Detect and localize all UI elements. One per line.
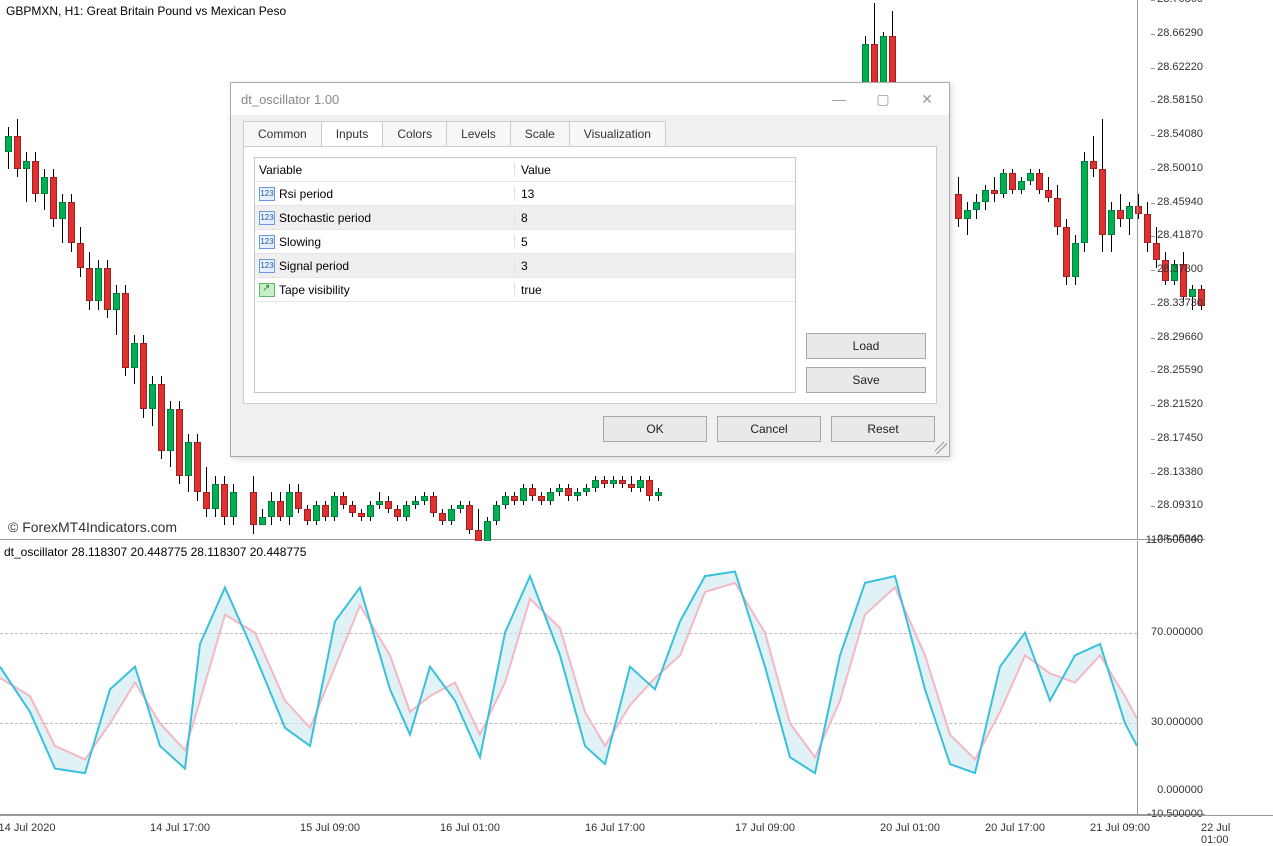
num-icon: 123 xyxy=(259,235,275,249)
load-button[interactable]: Load xyxy=(806,333,926,359)
time-axis: 14 Jul 2020 14 Jul 17:00 15 Jul 09:00 16 Ju… xyxy=(0,815,1273,845)
tab-inputs[interactable]: Inputs xyxy=(321,121,384,146)
param-name: Stochastic period xyxy=(279,211,371,225)
tab-colors[interactable]: Colors xyxy=(382,121,447,146)
dialog-title: dt_oscillator 1.00 xyxy=(241,92,817,107)
price-tick: 28.37800 xyxy=(1157,263,1203,275)
tab-common[interactable]: Common xyxy=(243,121,322,146)
tab-scale[interactable]: Scale xyxy=(510,121,570,146)
reset-button[interactable]: Reset xyxy=(831,416,935,442)
tab-levels[interactable]: Levels xyxy=(446,121,511,146)
grid-head-value: Value xyxy=(515,163,795,177)
time-tick: 21 Jul 09:00 xyxy=(1090,822,1150,834)
grid-row[interactable]: Tape visibility true xyxy=(255,278,795,302)
param-value[interactable]: 3 xyxy=(515,259,795,273)
ok-button[interactable]: OK xyxy=(603,416,707,442)
price-tick: 28.25590 xyxy=(1157,364,1203,376)
save-button[interactable]: Save xyxy=(806,367,926,393)
price-tick: 28.13380 xyxy=(1157,466,1203,478)
param-value[interactable]: 5 xyxy=(515,235,795,249)
grid-row[interactable]: 123 Signal period 3 xyxy=(255,254,795,278)
oscillator-axis: 110.50000070.00000030.0000000.000000-10.… xyxy=(1137,541,1205,815)
minimize-icon[interactable]: — xyxy=(817,83,861,115)
price-tick: 28.45940 xyxy=(1157,196,1203,208)
resize-grip-icon[interactable] xyxy=(935,442,947,454)
price-tick: 28.58150 xyxy=(1157,94,1203,106)
close-icon[interactable]: ✕ xyxy=(905,83,949,115)
osc-tick: 0.000000 xyxy=(1157,784,1203,796)
price-tick: 28.09310 xyxy=(1157,499,1203,511)
num-icon: 123 xyxy=(259,259,275,273)
param-name: Slowing xyxy=(279,235,321,249)
time-tick: 16 Jul 01:00 xyxy=(440,822,500,834)
inputs-grid[interactable]: VariableValue 123 Rsi period 13 123 Stochasti… xyxy=(254,157,796,393)
grid-row[interactable]: 123 Rsi period 13 xyxy=(255,182,795,206)
price-tick: 28.66290 xyxy=(1157,27,1203,39)
maximize-icon[interactable]: ▢ xyxy=(861,83,905,115)
num-icon: 123 xyxy=(259,211,275,225)
time-tick: 20 Jul 01:00 xyxy=(880,822,940,834)
bool-icon xyxy=(259,283,275,297)
time-tick: 14 Jul 17:00 xyxy=(150,822,210,834)
oscillator-lines xyxy=(0,541,1137,815)
num-icon: 123 xyxy=(259,187,275,201)
indicator-dialog: dt_oscillator 1.00 — ▢ ✕ CommonInputsCol… xyxy=(230,82,950,457)
price-tick: 28.21520 xyxy=(1157,398,1203,410)
grid-row[interactable]: 123 Stochastic period 8 xyxy=(255,206,795,230)
param-value[interactable]: 13 xyxy=(515,187,795,201)
param-value[interactable]: true xyxy=(515,283,795,297)
param-name: Signal period xyxy=(279,259,349,273)
time-tick: 20 Jul 17:00 xyxy=(985,822,1045,834)
price-tick: 28.33730 xyxy=(1157,297,1203,309)
dialog-tabs: CommonInputsColorsLevelsScaleVisualizati… xyxy=(243,121,939,146)
time-tick: 14 Jul 2020 xyxy=(0,822,55,834)
cancel-button[interactable]: Cancel xyxy=(717,416,821,442)
time-tick: 16 Jul 17:00 xyxy=(585,822,645,834)
osc-tick: 30.000000 xyxy=(1151,716,1203,728)
tab-visualization[interactable]: Visualization xyxy=(569,121,666,146)
price-axis: 28.70360 28.66290 28.62220 28.58150 28.54080… xyxy=(1137,0,1205,540)
price-tick: 28.41870 xyxy=(1157,229,1203,241)
oscillator-panel[interactable]: dt_oscillator 28.118307 20.448775 28.118… xyxy=(0,541,1205,815)
param-name: Tape visibility xyxy=(279,283,350,297)
dialog-titlebar[interactable]: dt_oscillator 1.00 — ▢ ✕ xyxy=(231,83,949,115)
price-tick: 28.54080 xyxy=(1157,128,1203,140)
price-tick: 28.62220 xyxy=(1157,61,1203,73)
price-tick: 28.29660 xyxy=(1157,331,1203,343)
time-tick: 22 Jul 01:00 xyxy=(1201,822,1249,846)
grid-row[interactable]: 123 Slowing 5 xyxy=(255,230,795,254)
price-tick: 28.70360 xyxy=(1157,0,1203,5)
time-tick: 15 Jul 09:00 xyxy=(300,822,360,834)
osc-tick: 70.000000 xyxy=(1151,626,1203,638)
osc-tick: 110.500000 xyxy=(1146,534,1203,546)
price-tick: 28.17450 xyxy=(1157,432,1203,444)
time-tick: 17 Jul 09:00 xyxy=(735,822,795,834)
price-tick: 28.50010 xyxy=(1157,162,1203,174)
watermark: © ForexMT4Indicators.com xyxy=(8,519,177,535)
param-name: Rsi period xyxy=(279,187,333,201)
param-value[interactable]: 8 xyxy=(515,211,795,225)
grid-head-variable: Variable xyxy=(255,163,515,177)
